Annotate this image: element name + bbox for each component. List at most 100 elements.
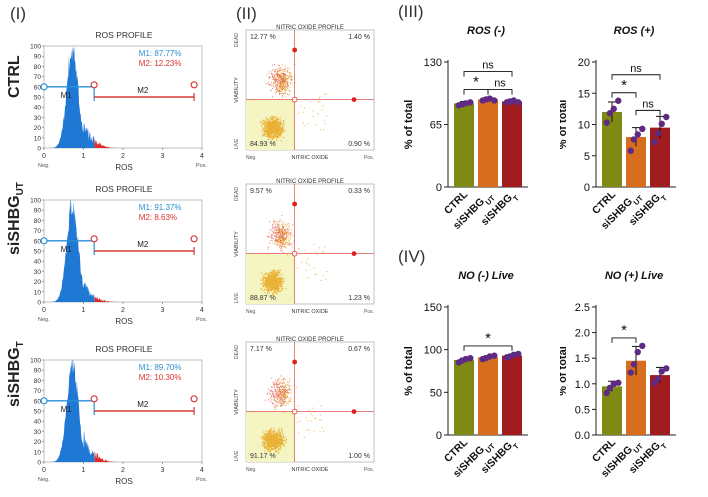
x-tick-label: 4 [200,467,204,474]
neg-label: Neg. [38,317,50,323]
live-cell-events [260,378,325,454]
category-label: siSHBGT [479,188,521,230]
m1-percent: M1: 89.70% [139,363,182,372]
bar [502,355,522,435]
panel-label-i: (I) [10,4,27,23]
chart-title: ROS (-) [467,25,505,37]
category-label-sub: T [511,441,521,451]
category-label-main: siSHBG [479,440,515,476]
y-axis-label: % of total [403,100,415,150]
data-point [627,147,634,154]
row-label-main: siSHBG [6,195,23,255]
m2-gate-handle-left [90,81,98,89]
live-cell-events [259,64,328,143]
quadrant-ll: 88.87 % [250,295,276,302]
y-tick-label: 0 [436,182,442,194]
data-point [654,130,662,137]
neg-label: Neg. [246,155,257,161]
x-axis-label: NITRIC OXIDE [292,467,329,473]
x-tick-label: 2 [121,307,125,314]
y-tick-label: 50 [34,95,42,102]
m2-gate-label: M2 [137,400,149,409]
ros-histogram-ctrl: ROS PROFILE 0 10 20 30 40 50 60 70 80 90 100 0 1 2 3 4 RO… [30,30,207,172]
vertical-gate-handle [292,359,298,365]
quadrant-lr: 0.90 % [348,141,370,148]
x-axis-label: ROS [115,163,132,172]
data-point [603,389,610,397]
y-tick-label: 2.5 [575,302,590,314]
y-tick-label: 30 [34,429,42,436]
significance-bracket [611,337,637,343]
category-label-main: siSHBG [479,192,515,228]
y-tick-label: 0 [584,182,590,194]
chart-title: ROS (+) [614,25,655,37]
histogram-m1-fill [47,46,95,148]
dotplot-title: NITRIC OXIDE PROFILE [276,25,344,31]
histogram-title: ROS PROFILE [95,344,152,354]
y-tick-label: 70 [34,228,42,235]
y-axis-label: % of total [560,100,569,150]
histogram-m2-fill [94,450,123,462]
data-point [651,138,658,146]
y-tick-label: 15 [578,88,590,100]
bar [454,359,474,435]
y-tick-label: 10 [34,449,42,456]
y-tick-label: 20 [34,279,42,286]
pos-label: Pos. [196,317,207,323]
bar [502,101,522,187]
x-tick-label: 4 [200,307,204,314]
data-point [606,110,614,117]
chart-title: NO (+) Live [605,270,663,282]
y-axis-label: % of total [560,346,569,396]
y-tick-label: 50 [34,249,42,256]
y-tick-label: 50 [34,409,42,416]
y-tick-label: 5 [584,151,590,163]
quadrant-ul: 7.17 % [250,346,272,353]
m2-gate-handle-right [190,81,198,89]
histogram-m1-fill [47,360,95,462]
m1-gate-label: M1 [61,405,73,414]
data-point [639,342,646,350]
x-axis-label: NITRIC OXIDE [292,309,329,315]
panel-label-iii: (III) [398,2,424,21]
horizontal-gate-handle [351,409,357,414]
y-tick-label: 0 [37,300,41,307]
y-axis-label: VIABILITY [234,77,240,103]
category-label-sub: T [511,193,521,203]
significance-bracket [611,74,661,80]
bar [602,386,622,435]
significance-bracket [463,345,513,351]
data-point [467,99,474,106]
horizontal-gate-handle [351,251,357,256]
pos-label: Pos. [364,309,374,315]
bar [478,357,498,435]
x-tick-label: 0 [42,467,46,474]
x-tick-label: 1 [82,307,86,314]
bar [454,103,474,187]
bar [602,112,622,187]
category-label: siSHBGT [479,436,521,478]
quadrant-ul: 9.57 % [250,188,272,195]
dead-cell-events [264,375,295,408]
x-tick-label: 3 [161,153,165,160]
m2-gate-handle-left [90,235,98,243]
y-tick-label: 100 [424,345,442,357]
y-tick-label: 100 [30,44,41,51]
y-tick-label: 40 [34,259,42,266]
live-cell-events [260,219,328,296]
category-label: siSHBGT [627,436,669,478]
y-tick-label: 20 [34,125,42,132]
ros-histogram-sishbg-ut: ROS PROFILE 0 10 20 30 40 50 60 70 80 90 100 0 1 2 3 4 RO… [30,184,207,326]
category-label: siSHBGT [627,188,669,230]
x-tick-label: 2 [121,153,125,160]
data-point [634,131,641,138]
y-tick-label: 10 [34,135,42,142]
y-tick-label: 0.0 [575,430,590,442]
panel-label-ii: (II) [236,4,257,23]
quadrant-ul: 12.77 % [250,34,276,41]
x-axis-label: ROS [115,317,132,326]
data-point [663,113,670,121]
data-point [615,97,622,104]
